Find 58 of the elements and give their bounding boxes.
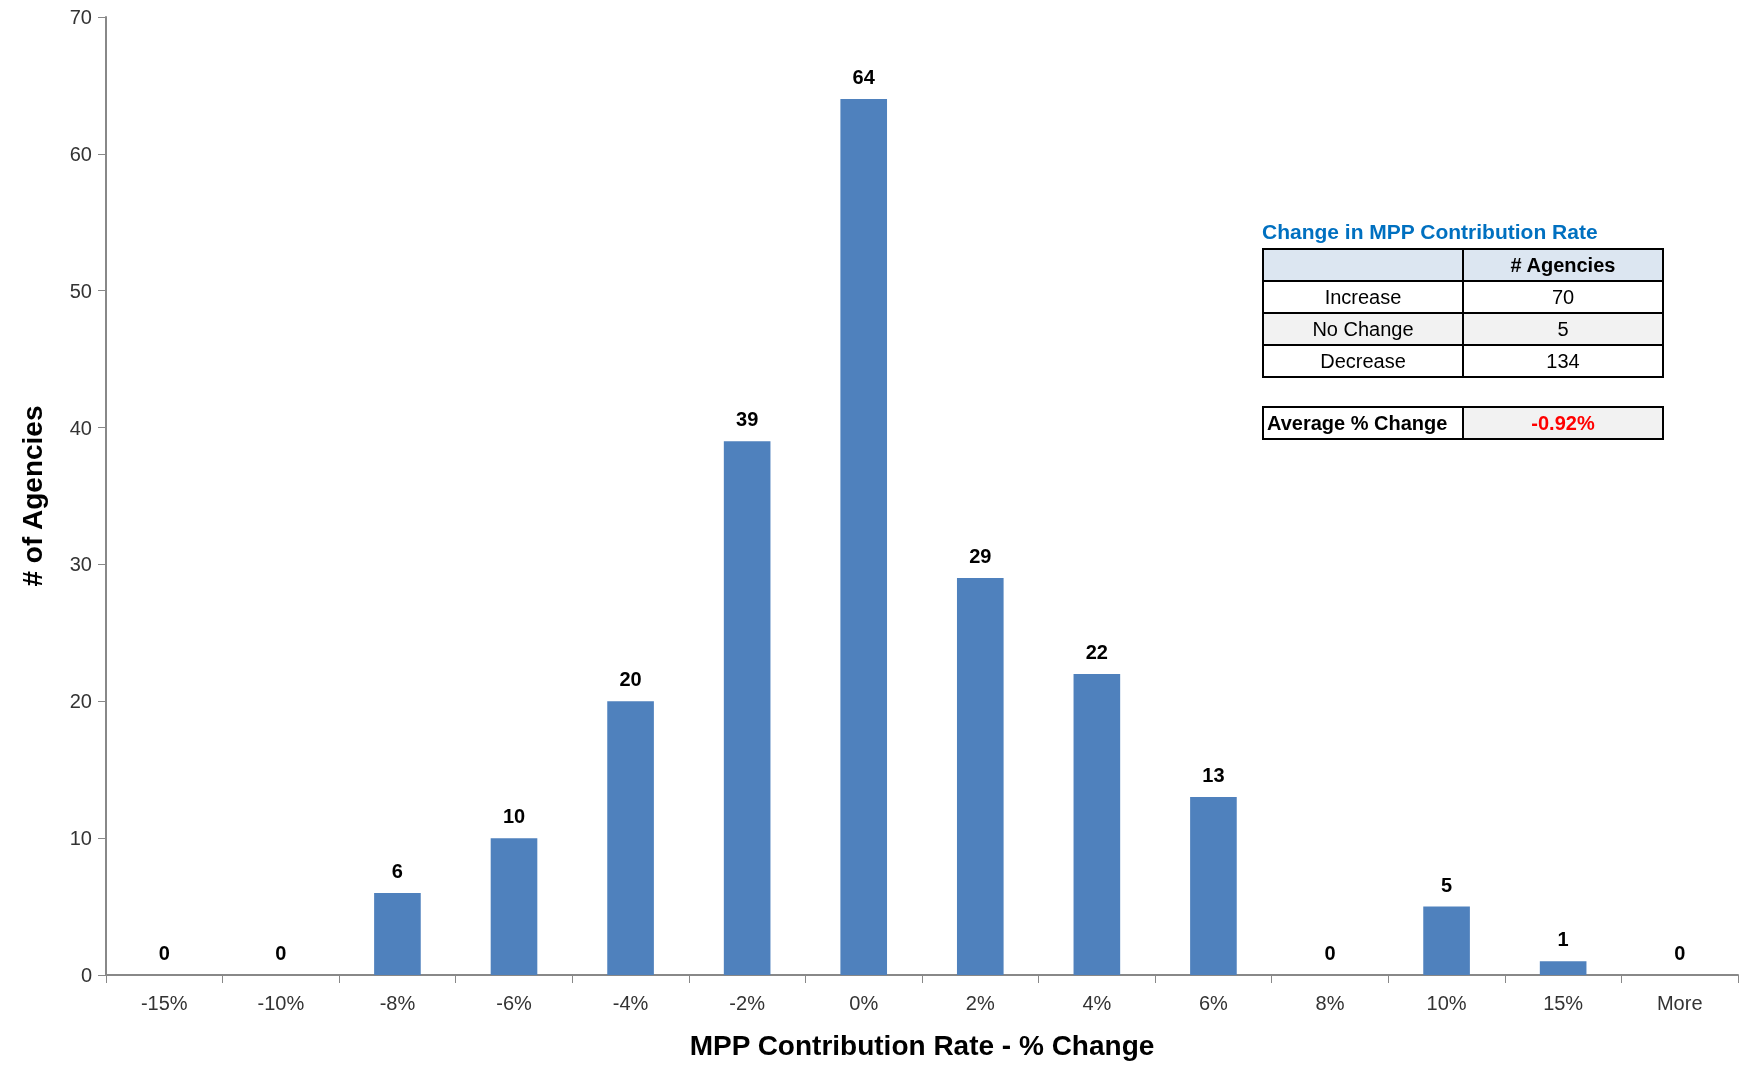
data-label: 20 bbox=[619, 668, 642, 691]
data-label: 39 bbox=[736, 408, 759, 431]
bar bbox=[374, 892, 421, 975]
x-tick-label: 4% bbox=[1082, 992, 1112, 1014]
bar bbox=[490, 838, 538, 975]
x-tick-label: -10% bbox=[257, 992, 305, 1014]
bar bbox=[1539, 961, 1587, 975]
data-label: 5 bbox=[1441, 873, 1453, 896]
x-tick-label: -4% bbox=[612, 992, 649, 1014]
data-label: 0 bbox=[158, 942, 170, 964]
data-label: 64 bbox=[852, 66, 876, 89]
x-tick-label: 2% bbox=[965, 992, 995, 1014]
data-label: 29 bbox=[969, 545, 992, 568]
data-label: 1 bbox=[1557, 928, 1569, 951]
y-tick-label: 70 bbox=[69, 6, 92, 28]
data-label: 10 bbox=[502, 805, 526, 828]
bar bbox=[956, 578, 1004, 975]
data-label: 6 bbox=[391, 859, 403, 882]
x-tick-label: -15% bbox=[140, 992, 188, 1014]
y-tick-label: 10 bbox=[69, 827, 92, 850]
annotation: Increase bbox=[1263, 281, 1463, 313]
data-label: 13 bbox=[1202, 764, 1225, 787]
annotation: -0.92% bbox=[1463, 407, 1663, 439]
y-tick-label: 20 bbox=[69, 690, 92, 713]
bar bbox=[1423, 906, 1470, 975]
bar bbox=[1190, 797, 1237, 975]
annotation: Average % Change bbox=[1263, 407, 1463, 439]
annotation: No Change bbox=[1263, 313, 1463, 345]
annotation: 5 bbox=[1463, 313, 1663, 345]
y-tick-label: 60 bbox=[69, 142, 92, 165]
x-axis-title: MPP Contribution Rate - % Change bbox=[689, 1029, 1155, 1061]
x-tick-label: 0% bbox=[849, 992, 879, 1014]
x-tick-label: -8% bbox=[379, 992, 416, 1014]
x-tick-label: 10% bbox=[1426, 992, 1467, 1014]
annotation: # Agencies bbox=[1463, 249, 1663, 281]
x-tick-label: 6% bbox=[1198, 992, 1229, 1014]
annotation: 70 bbox=[1463, 281, 1663, 313]
x-tick-label: 15% bbox=[1543, 992, 1584, 1014]
data-label: 0 bbox=[1324, 942, 1336, 964]
annotation: 134 bbox=[1463, 345, 1663, 377]
bar bbox=[723, 441, 771, 975]
data-label: 0 bbox=[275, 942, 287, 964]
bar bbox=[1073, 673, 1121, 975]
y-tick-label: 40 bbox=[69, 416, 92, 439]
x-tick-label: More bbox=[1656, 992, 1703, 1014]
y-tick-label: 30 bbox=[69, 553, 92, 576]
data-label: 0 bbox=[1674, 942, 1686, 964]
bar bbox=[607, 701, 654, 975]
y-axis-title: # of Agencies bbox=[16, 405, 48, 587]
y-tick-label: 50 bbox=[69, 279, 92, 302]
bar bbox=[840, 99, 888, 975]
annotation: Decrease bbox=[1263, 345, 1463, 377]
x-tick-label: 8% bbox=[1315, 992, 1345, 1014]
data-label: 22 bbox=[1085, 640, 1108, 663]
annotation: Change in MPP Contribution Rate bbox=[1262, 220, 1599, 244]
x-tick-label: -2% bbox=[729, 992, 766, 1014]
y-tick-label: 0 bbox=[80, 964, 92, 986]
x-tick-label: -6% bbox=[496, 992, 532, 1014]
